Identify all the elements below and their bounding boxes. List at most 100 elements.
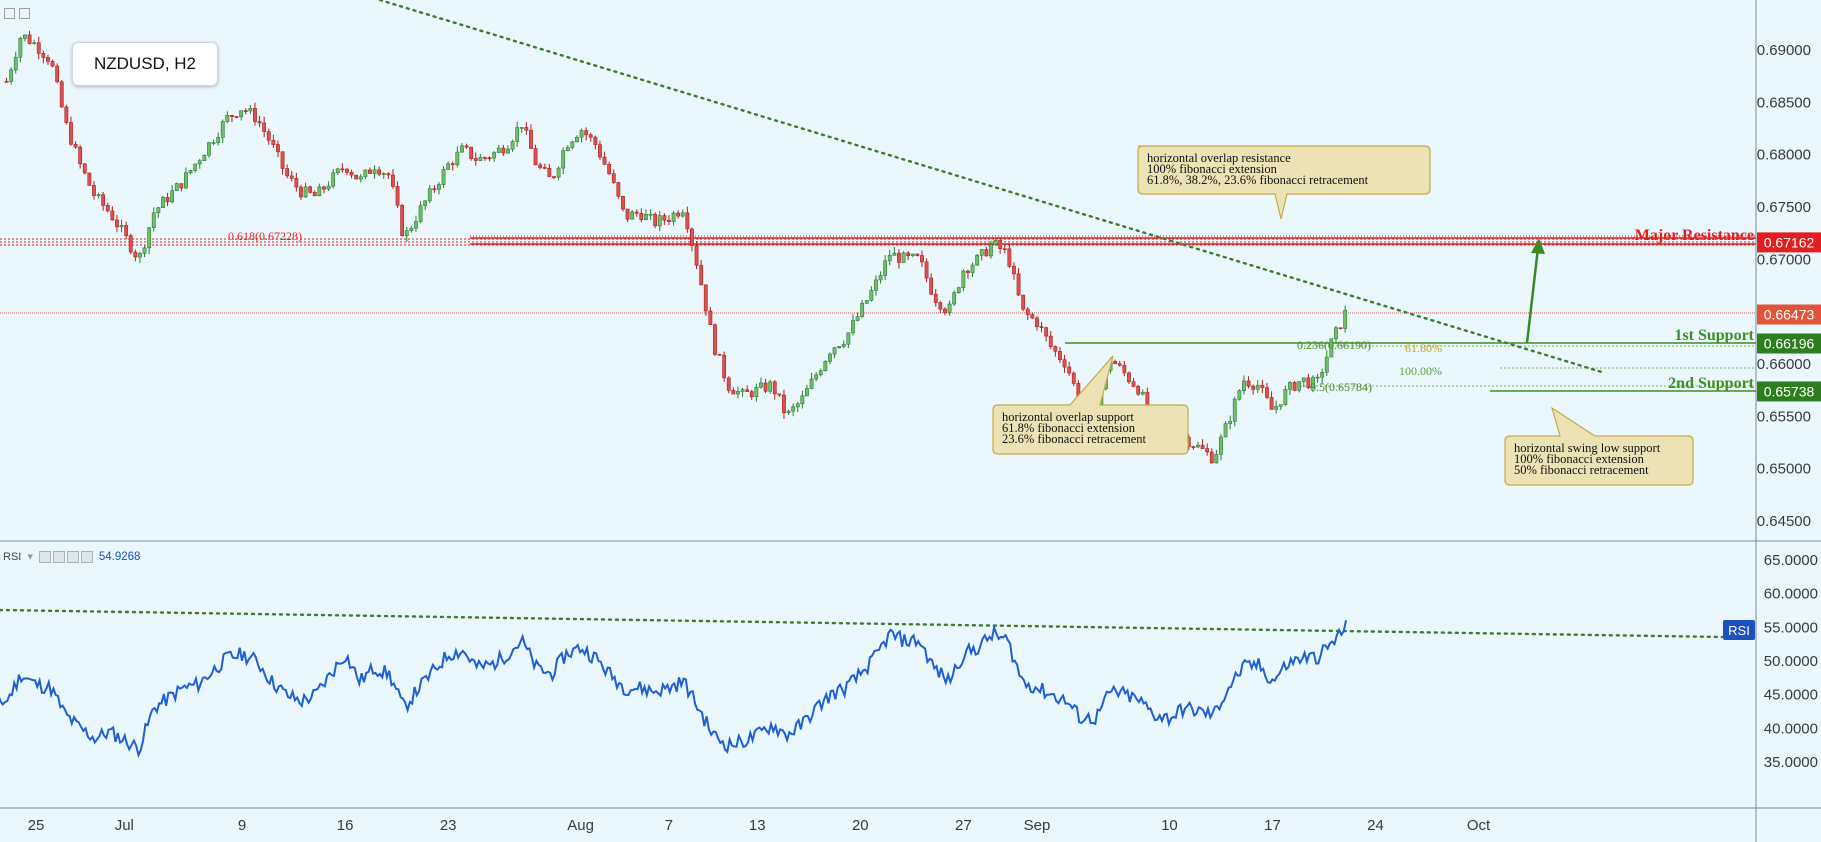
price-badge-text: 0.67162 [1764, 234, 1815, 250]
candle-body [805, 388, 809, 397]
eye-icon[interactable] [38, 550, 51, 563]
candle-body [1232, 398, 1237, 422]
collapse-icon[interactable] [4, 8, 15, 19]
candle-body [1265, 387, 1269, 398]
candle-body [671, 212, 676, 222]
price-badges: 0.67162 0.66473 0.66196 0.65738 [1757, 232, 1821, 402]
support2-callout-line-2: 100% fibonacci extension [1514, 452, 1645, 466]
support1-callout[interactable]: horizontal overlap support 61.8% fibonac… [992, 355, 1189, 455]
price-pane[interactable] [0, 0, 1756, 540]
resistance-callout[interactable]: horizontal overlap resistance 100% fibon… [1137, 145, 1431, 220]
candle-body [1117, 363, 1122, 366]
candle-body [979, 249, 984, 256]
candle-body [492, 152, 497, 159]
add-icon[interactable] [66, 550, 79, 563]
candle-body [506, 148, 510, 154]
candle-body [542, 167, 547, 169]
rsi-pane[interactable] [0, 542, 1756, 808]
candle-body [680, 212, 685, 217]
candle-body [915, 253, 920, 256]
candle-body [510, 141, 515, 150]
pane-controls[interactable] [4, 8, 30, 19]
candle-body [1251, 385, 1256, 390]
support2-callout[interactable]: horizontal swing low support 100% fibona… [1504, 406, 1694, 486]
close-icon[interactable] [80, 550, 93, 563]
settings-icon[interactable] [52, 550, 65, 563]
rsi-trendline[interactable] [0, 608, 1724, 639]
candle-body [910, 253, 915, 257]
candle-body [1131, 381, 1136, 387]
candle-body [731, 390, 736, 395]
candle-body [984, 249, 989, 257]
price-tick-label: 0.65000 [1757, 461, 1811, 478]
candle-body [952, 292, 957, 305]
candle-body [234, 116, 239, 118]
candle-body [1062, 359, 1067, 368]
candle-body [1205, 448, 1210, 453]
candle-body [55, 65, 60, 83]
rsi-controls[interactable] [38, 550, 93, 563]
candle-body [625, 208, 630, 220]
time-tick-label: Sep [1024, 817, 1051, 834]
candle-body [446, 163, 451, 170]
resistance-callout-line-3: 61.8%, 38.2%, 23.6% fibonacci retracemen… [1147, 173, 1369, 187]
rsi-title: RSI [3, 550, 22, 563]
candle-body [616, 182, 621, 197]
candle-body [1260, 384, 1265, 388]
candle-body [869, 290, 874, 301]
time-tick-label: 20 [852, 817, 869, 834]
candle-body [754, 386, 759, 398]
candle-body [924, 261, 929, 279]
time-tick-label: 27 [955, 817, 972, 834]
candle-body [207, 142, 211, 156]
candle-body [556, 167, 561, 178]
candle-body [791, 406, 796, 412]
candle-body [184, 172, 188, 189]
candle-body [1071, 372, 1076, 384]
rsi-axis[interactable]: 65.0000 60.0000 55.0000 50.0000 45.0000 40.00… [1764, 552, 1818, 771]
candle-body [340, 168, 345, 171]
candle-body [947, 303, 952, 313]
candle-body [676, 212, 681, 217]
candle-body [124, 225, 129, 236]
candle-body [138, 253, 142, 258]
candle-body [322, 186, 326, 190]
rsi-tick-label: 40.0000 [1764, 720, 1818, 737]
fib-s1-label: 0.236(0.66190) [1297, 338, 1371, 352]
candle-body [248, 108, 253, 112]
candle-body [644, 213, 648, 220]
flag-icon[interactable] [19, 8, 30, 19]
rsi-line[interactable] [0, 620, 1347, 759]
fib-s1-ext-label: 61.80% [1405, 341, 1442, 355]
price-badge [1757, 381, 1821, 402]
price-axis[interactable]: 0.690000.685000.680000.675000.670000.665… [1757, 42, 1811, 530]
candle-body [519, 127, 524, 129]
candle-body [745, 389, 750, 392]
candle-body [832, 347, 837, 355]
candle-body [667, 219, 671, 222]
candle-body [110, 210, 115, 221]
candle-body [331, 172, 336, 187]
candle-body [772, 381, 777, 395]
candle-body [1025, 308, 1030, 315]
price-badge-text: 0.65738 [1764, 383, 1815, 399]
rsi-value: 54.9268 [98, 550, 141, 563]
chevron-down-icon[interactable]: ▾ [27, 551, 33, 563]
price-trendline[interactable] [378, 0, 1607, 375]
candle-body [437, 184, 441, 190]
candle-body [786, 410, 791, 414]
candle-body [1016, 273, 1021, 296]
candle-body [69, 122, 73, 145]
candle-body [1283, 389, 1288, 405]
candle-body [694, 245, 699, 266]
candle-body [133, 251, 138, 258]
candle-body [276, 144, 280, 153]
candle-body [740, 389, 745, 392]
candle-body [584, 130, 589, 136]
candle-body [662, 215, 667, 221]
candle-body [703, 284, 708, 312]
candle-body [193, 163, 198, 171]
time-axis[interactable]: 25 Jul 9 16 23 Aug 7 13 20 27 Sep 10 17 24 Oct [28, 817, 1491, 834]
candle-body [349, 172, 354, 176]
